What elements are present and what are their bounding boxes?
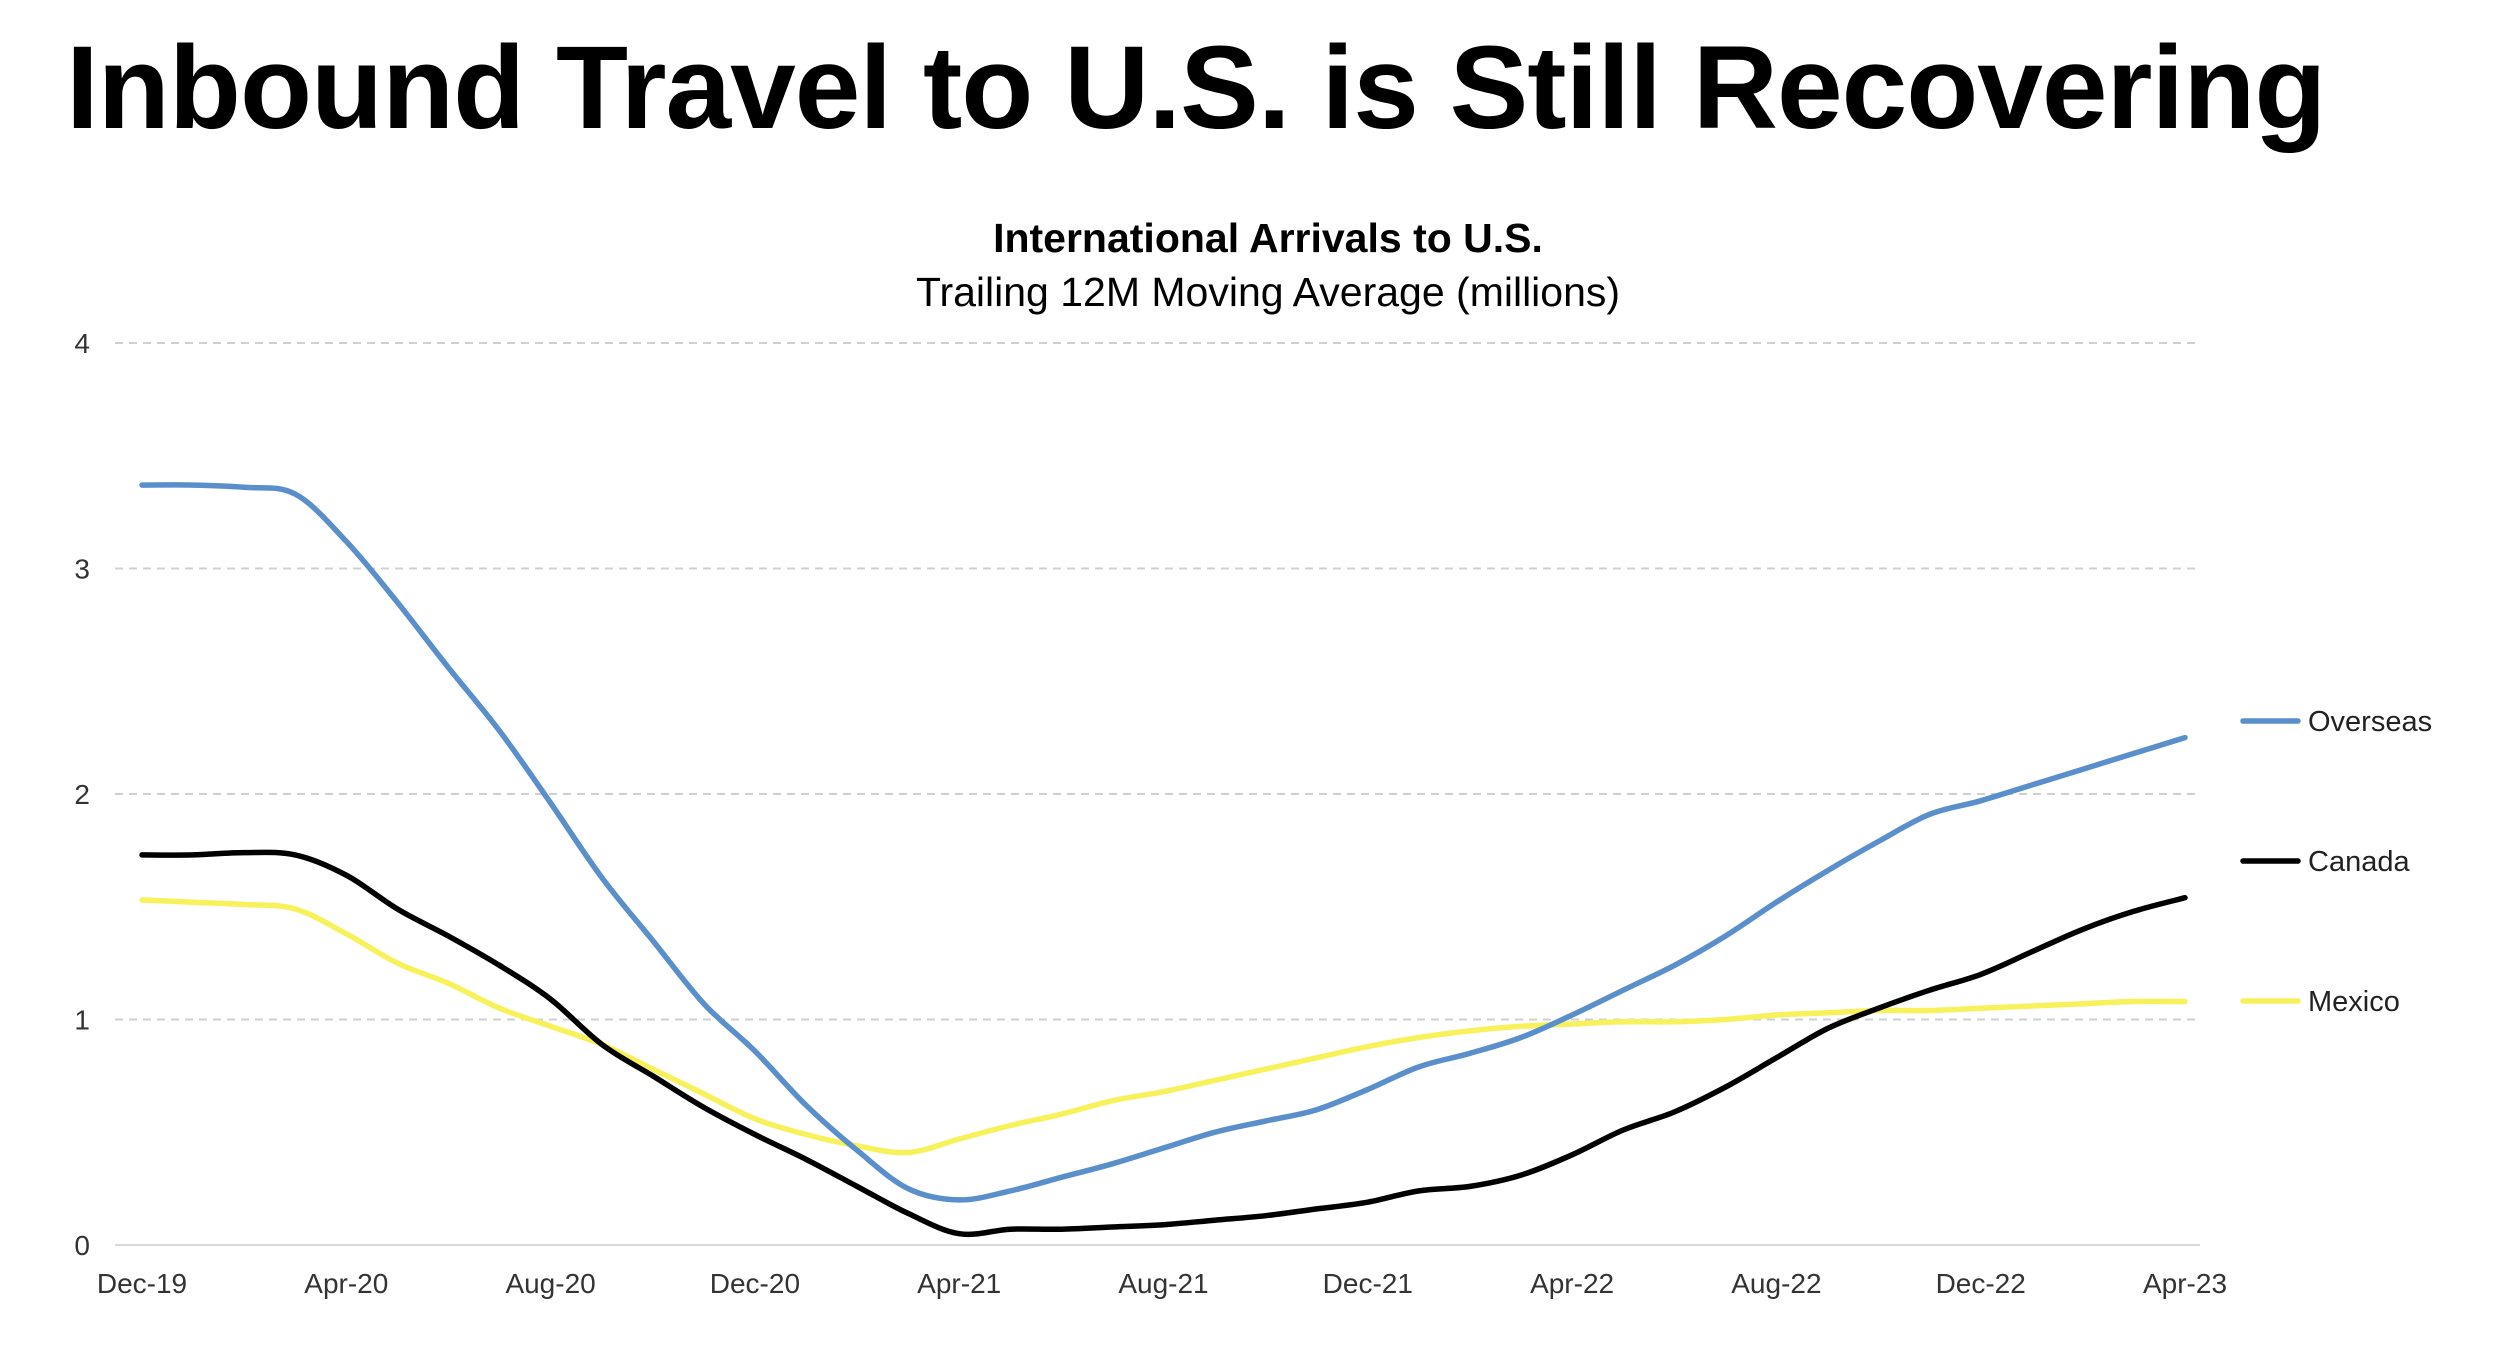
y-tick-label: 1	[74, 1005, 90, 1036]
y-tick-label: 2	[74, 779, 90, 810]
legend-label-mexico: Mexico	[2308, 986, 2400, 1018]
x-tick-label: Dec-19	[97, 1268, 187, 1299]
y-axis-ticks: 0 1 2 3 4	[74, 328, 90, 1261]
x-tick-label: Apr-21	[917, 1268, 1001, 1299]
y-tick-label: 0	[74, 1230, 90, 1261]
x-tick-label: Dec-20	[710, 1268, 800, 1299]
x-tick-label: Apr-22	[1530, 1268, 1614, 1299]
chart-subtitle: Trailing 12M Moving Average (millions)	[916, 269, 1620, 315]
x-tick-label: Dec-22	[1936, 1268, 2026, 1299]
series-line-canada	[139, 849, 2188, 1238]
series-lines	[139, 482, 2188, 1238]
page-headline: Inbound Travel to U.S. is Still Recoveri…	[66, 22, 2326, 154]
y-tick-label: 3	[74, 554, 90, 585]
legend-label-overseas: Overseas	[2308, 706, 2432, 738]
series-line-mexico	[139, 897, 2188, 1156]
x-tick-label: Dec-21	[1323, 1268, 1413, 1299]
x-axis-ticks: Dec-19 Apr-20 Aug-20 Dec-20 Apr-21 Aug-21 Dec-…	[97, 1268, 2227, 1299]
legend-label-canada: Canada	[2308, 846, 2410, 878]
x-tick-label: Apr-23	[2143, 1268, 2227, 1299]
y-tick-label: 4	[74, 328, 90, 359]
chart-title: International Arrivals to U.S.	[993, 215, 1543, 261]
x-tick-label: Aug-22	[1731, 1268, 1821, 1299]
x-tick-label: Aug-21	[1118, 1268, 1208, 1299]
legend: Overseas Canada Mexico	[2240, 706, 2432, 1018]
gridlines	[115, 342, 2200, 1021]
x-tick-label: Apr-20	[304, 1268, 388, 1299]
x-tick-label: Aug-20	[505, 1268, 595, 1299]
series-line-overseas	[139, 482, 2188, 1203]
